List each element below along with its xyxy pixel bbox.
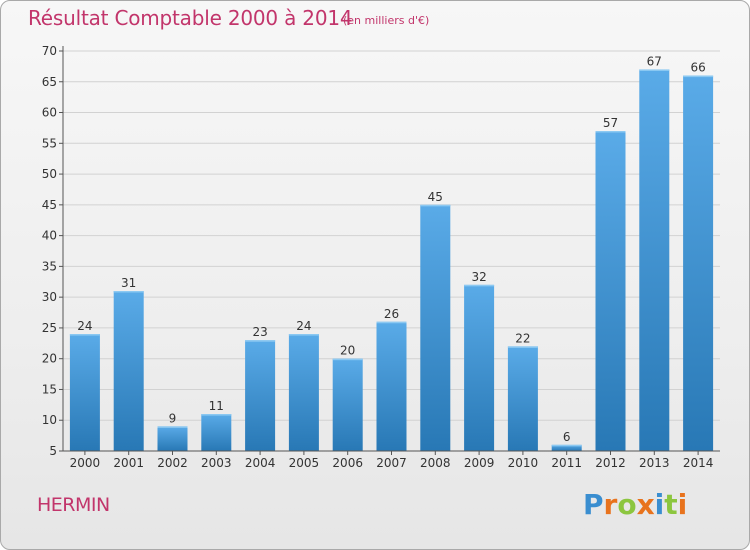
x-tick-label: 2001 [113,456,144,470]
bar-highlight [157,426,188,428]
bar-2001 [113,291,144,451]
bar-2014 [683,75,714,451]
x-tick-label: 2011 [551,456,582,470]
bar-highlight [683,75,714,78]
bar-highlight [639,69,670,71]
bar-highlight [288,334,319,336]
x-axis-ticks: 2000 2001 2002 2003 2004 2005 2006 2007 2008 2009… [70,451,714,470]
y-tick-label: 70 [42,44,57,58]
bar-highlight [245,340,276,342]
chart-title: Résultat Comptable 2000 à 2014 [28,6,353,30]
bar-2004 [245,340,276,451]
x-tick-label: 2005 [289,456,320,470]
bar-2010 [507,346,538,451]
bar-highlight [420,204,451,207]
y-tick-label: 10 [42,413,57,427]
bar-highlight [332,358,363,361]
y-tick-label: 50 [42,167,57,181]
value-label: 24 [77,319,92,333]
bar-highlight [376,321,407,324]
x-tick-label: 2010 [508,456,539,470]
bar-2009 [464,284,495,451]
bar-2003 [201,414,232,451]
chart-subtitle: (en milliers d'€) [343,14,430,27]
y-tick-label: 40 [42,229,57,243]
y-tick-label: 15 [42,382,57,396]
bar-highlight [113,291,144,293]
value-label: 22 [515,331,530,345]
bar-2002 [157,426,188,451]
bar-2005 [288,334,319,451]
value-label: 23 [252,325,267,339]
value-label: 67 [647,54,662,68]
logo-letter: x [636,488,655,521]
bar-2012 [595,131,626,451]
x-tick-label: 2008 [420,456,451,470]
x-tick-label: 2000 [70,456,101,470]
value-label: 32 [471,270,486,284]
bar-2011 [551,444,582,451]
value-label: 11 [209,399,224,413]
value-labels: 24 31 9 11 23 24 20 26 45 32 22 6 57 67 66 [77,54,705,443]
bar-highlight [464,284,495,287]
y-tick-label: 60 [42,106,57,120]
value-label: 57 [603,116,618,130]
y-tick-label: 5 [49,444,57,458]
y-tick-label: 20 [42,352,57,366]
logo-letter: P [583,488,604,521]
x-tick-label: 2013 [639,456,670,470]
proxiti-logo: Proxiti [583,488,687,521]
x-tick-label: 2004 [245,456,276,470]
value-label: 24 [296,319,311,333]
value-label: 66 [690,61,705,75]
bar-highlight [69,334,100,336]
value-label: 20 [340,344,355,358]
bars [69,69,714,451]
x-tick-label: 2003 [201,456,232,470]
value-label: 31 [121,276,136,290]
bar-highlight [507,346,538,348]
bar-highlight [595,131,626,133]
value-label: 45 [428,190,443,204]
bar-highlight [551,444,582,447]
y-tick-label: 25 [42,321,57,335]
y-axis-ticks: 5 10 15 20 25 30 35 40 45 50 55 60 65 70 [42,44,63,458]
bar-2008 [420,204,451,451]
bar-2007 [376,321,407,451]
bar-2013 [639,69,670,451]
logo-letter: i [654,488,665,521]
y-tick-label: 65 [42,75,57,89]
value-label: 6 [563,430,571,444]
commune-name: HERMIN [37,494,110,516]
y-tick-label: 30 [42,290,57,304]
x-tick-label: 2012 [595,456,626,470]
value-label: 9 [169,411,177,425]
x-tick-label: 2009 [464,456,495,470]
y-tick-label: 55 [42,136,57,150]
bar-highlight [201,414,232,416]
bar-2000 [69,334,100,451]
x-tick-label: 2006 [332,456,363,470]
x-tick-label: 2002 [157,456,188,470]
logo-letter: t [664,488,678,521]
x-tick-label: 2007 [376,456,407,470]
bar-2006 [332,358,363,451]
logo-letter: i [677,488,688,521]
y-tick-label: 35 [42,259,57,273]
x-tick-label: 2014 [683,456,714,470]
logo-letter: o [617,488,637,521]
logo-letter: r [603,488,618,521]
value-label: 26 [384,307,399,321]
y-tick-label: 45 [42,198,57,212]
